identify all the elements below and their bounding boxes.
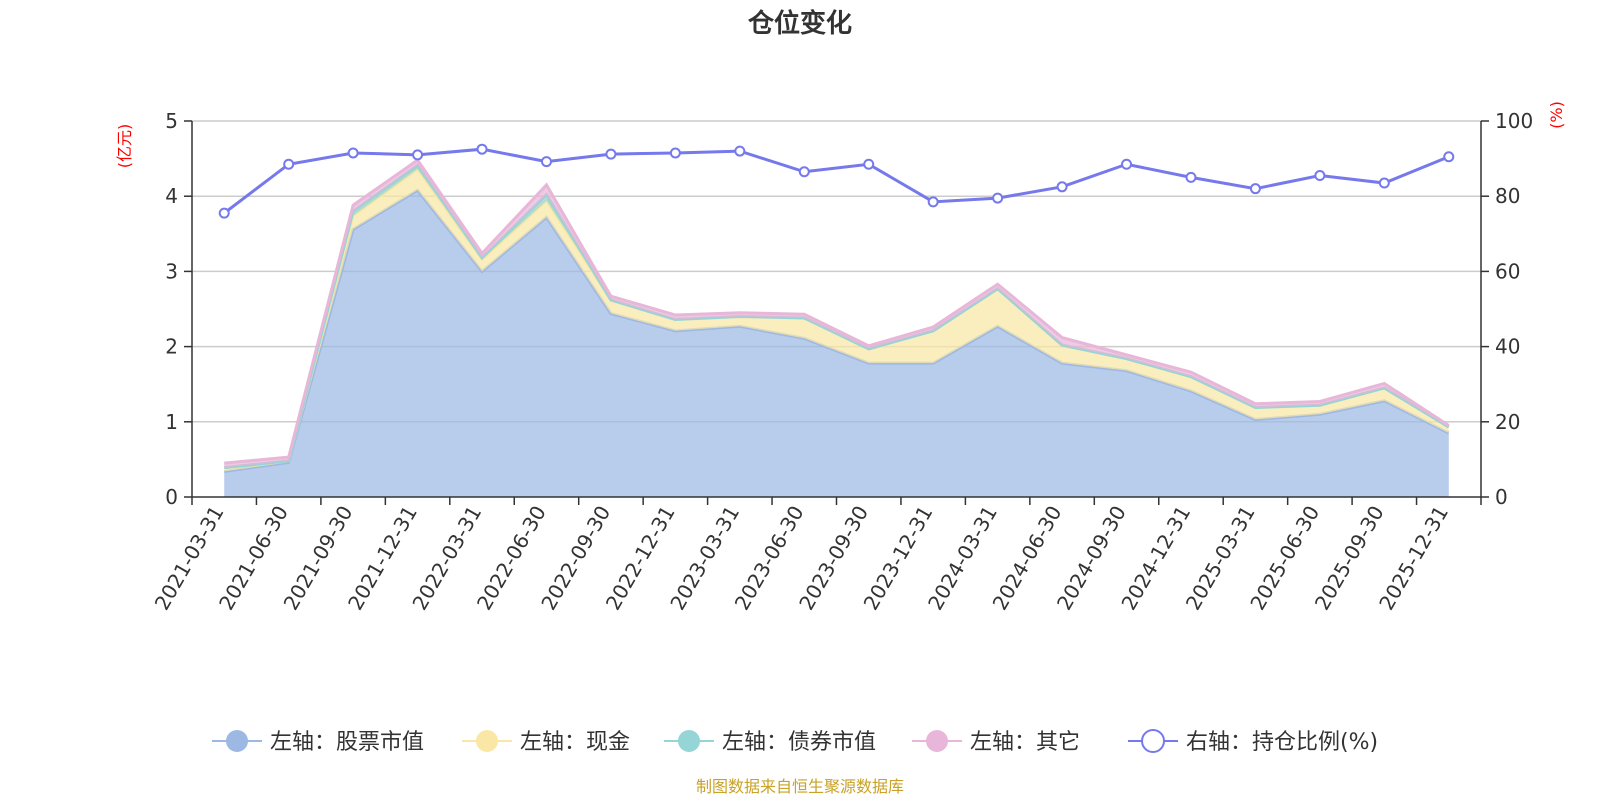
right-axis-tick-label: 0 bbox=[1495, 485, 1508, 509]
legend-label: 右轴：持仓比例(%) bbox=[1186, 730, 1378, 755]
holding-ratio-point bbox=[669, 147, 681, 159]
left-axis-unit: (亿元) bbox=[115, 124, 134, 169]
holding-ratio-point bbox=[605, 148, 617, 160]
holding-ratio-line bbox=[218, 143, 1455, 219]
legend-marker-dot bbox=[678, 730, 700, 752]
holding-ratio-path bbox=[223, 147, 1450, 215]
left-axis-tick-label: 2 bbox=[165, 335, 178, 359]
left-axis-tick-label: 3 bbox=[165, 259, 178, 283]
area-edge-line-3 bbox=[224, 163, 1450, 470]
left-axis-tick-label: 4 bbox=[165, 184, 178, 208]
data-source-note: 制图数据来自恒生聚源数据库 bbox=[696, 777, 904, 796]
holding-ratio-point bbox=[218, 207, 230, 219]
holding-ratio-point bbox=[992, 192, 1004, 204]
right-axis-tick-label: 40 bbox=[1495, 335, 1520, 359]
legend-marker-dot bbox=[226, 730, 248, 752]
stacked-areas bbox=[224, 158, 1450, 497]
right-axis-tick-label: 100 bbox=[1495, 109, 1533, 133]
right-axis-unit: (%) bbox=[1547, 101, 1566, 129]
holding-ratio-point bbox=[927, 196, 939, 208]
holding-ratio-point bbox=[347, 147, 359, 159]
x-axis-tick-label: 2025-12-31 bbox=[1374, 502, 1453, 615]
legend-label: 左轴：现金 bbox=[520, 730, 630, 755]
area-edge-line-4 bbox=[224, 158, 1450, 465]
holding-ratio-point bbox=[734, 145, 746, 157]
legend-label: 左轴：债券市值 bbox=[722, 730, 876, 755]
right-axis-tick-label: 20 bbox=[1495, 410, 1520, 434]
holding-ratio-point bbox=[412, 149, 424, 161]
left-axis-tick-label: 1 bbox=[165, 410, 178, 434]
area-1 bbox=[224, 190, 1449, 497]
legend-marker-dot bbox=[926, 730, 948, 752]
holding-ratio-point bbox=[1314, 170, 1326, 182]
holding-ratio-point bbox=[1249, 183, 1261, 195]
legend-marker-dot bbox=[476, 730, 498, 752]
legend: 左轴：股票市值 左轴：现金 左轴：债券市值 左轴：其它 右轴：持仓比例(%) bbox=[212, 729, 1378, 755]
holding-ratio-point bbox=[1121, 158, 1133, 170]
holding-ratio-point bbox=[798, 166, 810, 178]
right-axis-tick-label: 60 bbox=[1495, 259, 1520, 283]
holding-ratio-point bbox=[540, 156, 552, 168]
legend-label: 左轴：股票市值 bbox=[270, 730, 424, 755]
holding-ratio-point bbox=[1443, 151, 1455, 163]
holding-ratio-point bbox=[476, 143, 488, 155]
right-axis-tick-label: 80 bbox=[1495, 184, 1520, 208]
holding-ratio-point bbox=[1185, 171, 1197, 183]
holding-ratio-point bbox=[1378, 177, 1390, 189]
holding-ratio-point bbox=[283, 158, 295, 170]
legend-marker-dot bbox=[1141, 729, 1165, 753]
holding-ratio-point bbox=[863, 158, 875, 170]
holding-ratio-point bbox=[1056, 181, 1068, 193]
chart-title: 仓位变化 bbox=[747, 8, 852, 39]
legend-label: 左轴：其它 bbox=[970, 730, 1080, 755]
left-axis-tick-label: 5 bbox=[165, 109, 178, 133]
left-axis-tick-label: 0 bbox=[165, 485, 178, 509]
